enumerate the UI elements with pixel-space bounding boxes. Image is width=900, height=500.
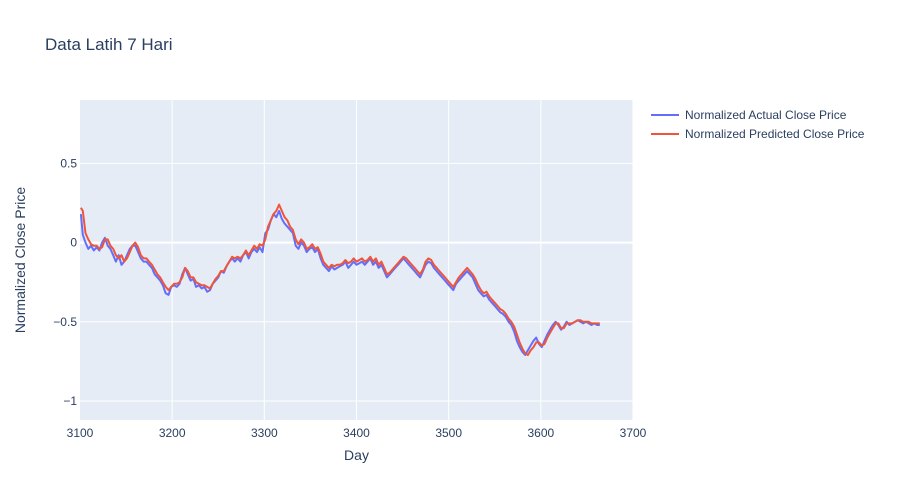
legend: Normalized Actual Close Price Normalized … [651,108,865,141]
x-tick-label: 3300 [251,426,278,440]
series-line-predicted [80,203,600,356]
x-tick-label: 3100 [67,426,94,440]
y-axis-ticks: −1 −0.5 0 0.5 [53,156,77,408]
series-line-actual [79,209,600,356]
legend-label: Normalized Actual Close Price [685,108,847,122]
x-tick-label: 3500 [435,426,462,440]
y-axis-title: Normalized Close Price [12,187,28,333]
legend-label: Normalized Predicted Close Price [685,127,865,141]
y-tick-label: −0.5 [53,315,77,329]
y-tick-label: −1 [63,394,77,408]
x-tick-label: 3700 [620,426,647,440]
x-tick-label: 3600 [527,426,554,440]
series-lines [79,203,600,356]
x-tick-label: 3400 [343,426,370,440]
y-tick-label: 0.5 [60,156,77,170]
y-tick-label: 0 [70,236,77,250]
x-axis-ticks: 3100 3200 3300 3400 3500 3600 3700 [67,426,647,440]
x-axis-title: Day [344,447,369,463]
gridlines [80,100,634,420]
chart-title: Data Latih 7 Hari [45,35,173,54]
x-tick-label: 3200 [159,426,186,440]
